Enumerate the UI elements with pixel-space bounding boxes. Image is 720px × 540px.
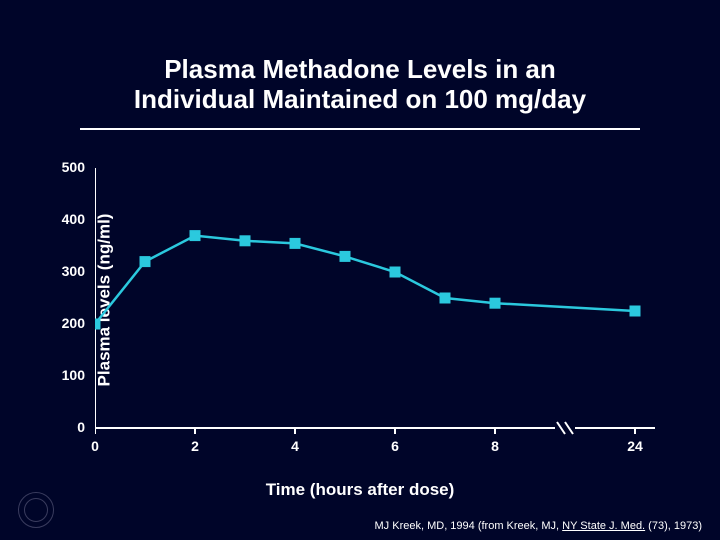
axes xyxy=(95,168,655,434)
y-tick-label: 200 xyxy=(55,315,85,331)
x-tick-label: 6 xyxy=(391,438,399,454)
citation: MJ Kreek, MD, 1994 (from Kreek, MJ, NY S… xyxy=(375,520,702,532)
chart-area xyxy=(95,168,665,438)
x-tick-label: 24 xyxy=(627,438,643,454)
institution-seal-icon xyxy=(18,492,54,528)
title-line-1: Plasma Methadone Levels in an xyxy=(164,54,556,84)
citation-suffix: (73), 1973) xyxy=(645,520,702,532)
x-tick-label: 0 xyxy=(91,438,99,454)
x-tick-label: 8 xyxy=(491,438,499,454)
slide: Plasma Methadone Levels in an Individual… xyxy=(0,0,720,540)
chart-svg xyxy=(95,168,665,458)
y-tick-label: 0 xyxy=(55,419,85,435)
citation-prefix: MJ Kreek, MD, 1994 (from Kreek, MJ, xyxy=(375,520,563,532)
x-tick-label: 4 xyxy=(291,438,299,454)
y-tick-label: 500 xyxy=(55,159,85,175)
citation-journal: NY State J. Med. xyxy=(562,520,645,532)
slide-title: Plasma Methadone Levels in an Individual… xyxy=(0,55,720,115)
data-line xyxy=(95,236,635,324)
x-tick-label: 2 xyxy=(191,438,199,454)
y-tick-label: 400 xyxy=(55,211,85,227)
y-tick-label: 300 xyxy=(55,263,85,279)
title-underline xyxy=(80,128,640,130)
x-axis-label: Time (hours after dose) xyxy=(0,480,720,500)
y-tick-label: 100 xyxy=(55,367,85,383)
title-line-2: Individual Maintained on 100 mg/day xyxy=(134,84,586,114)
